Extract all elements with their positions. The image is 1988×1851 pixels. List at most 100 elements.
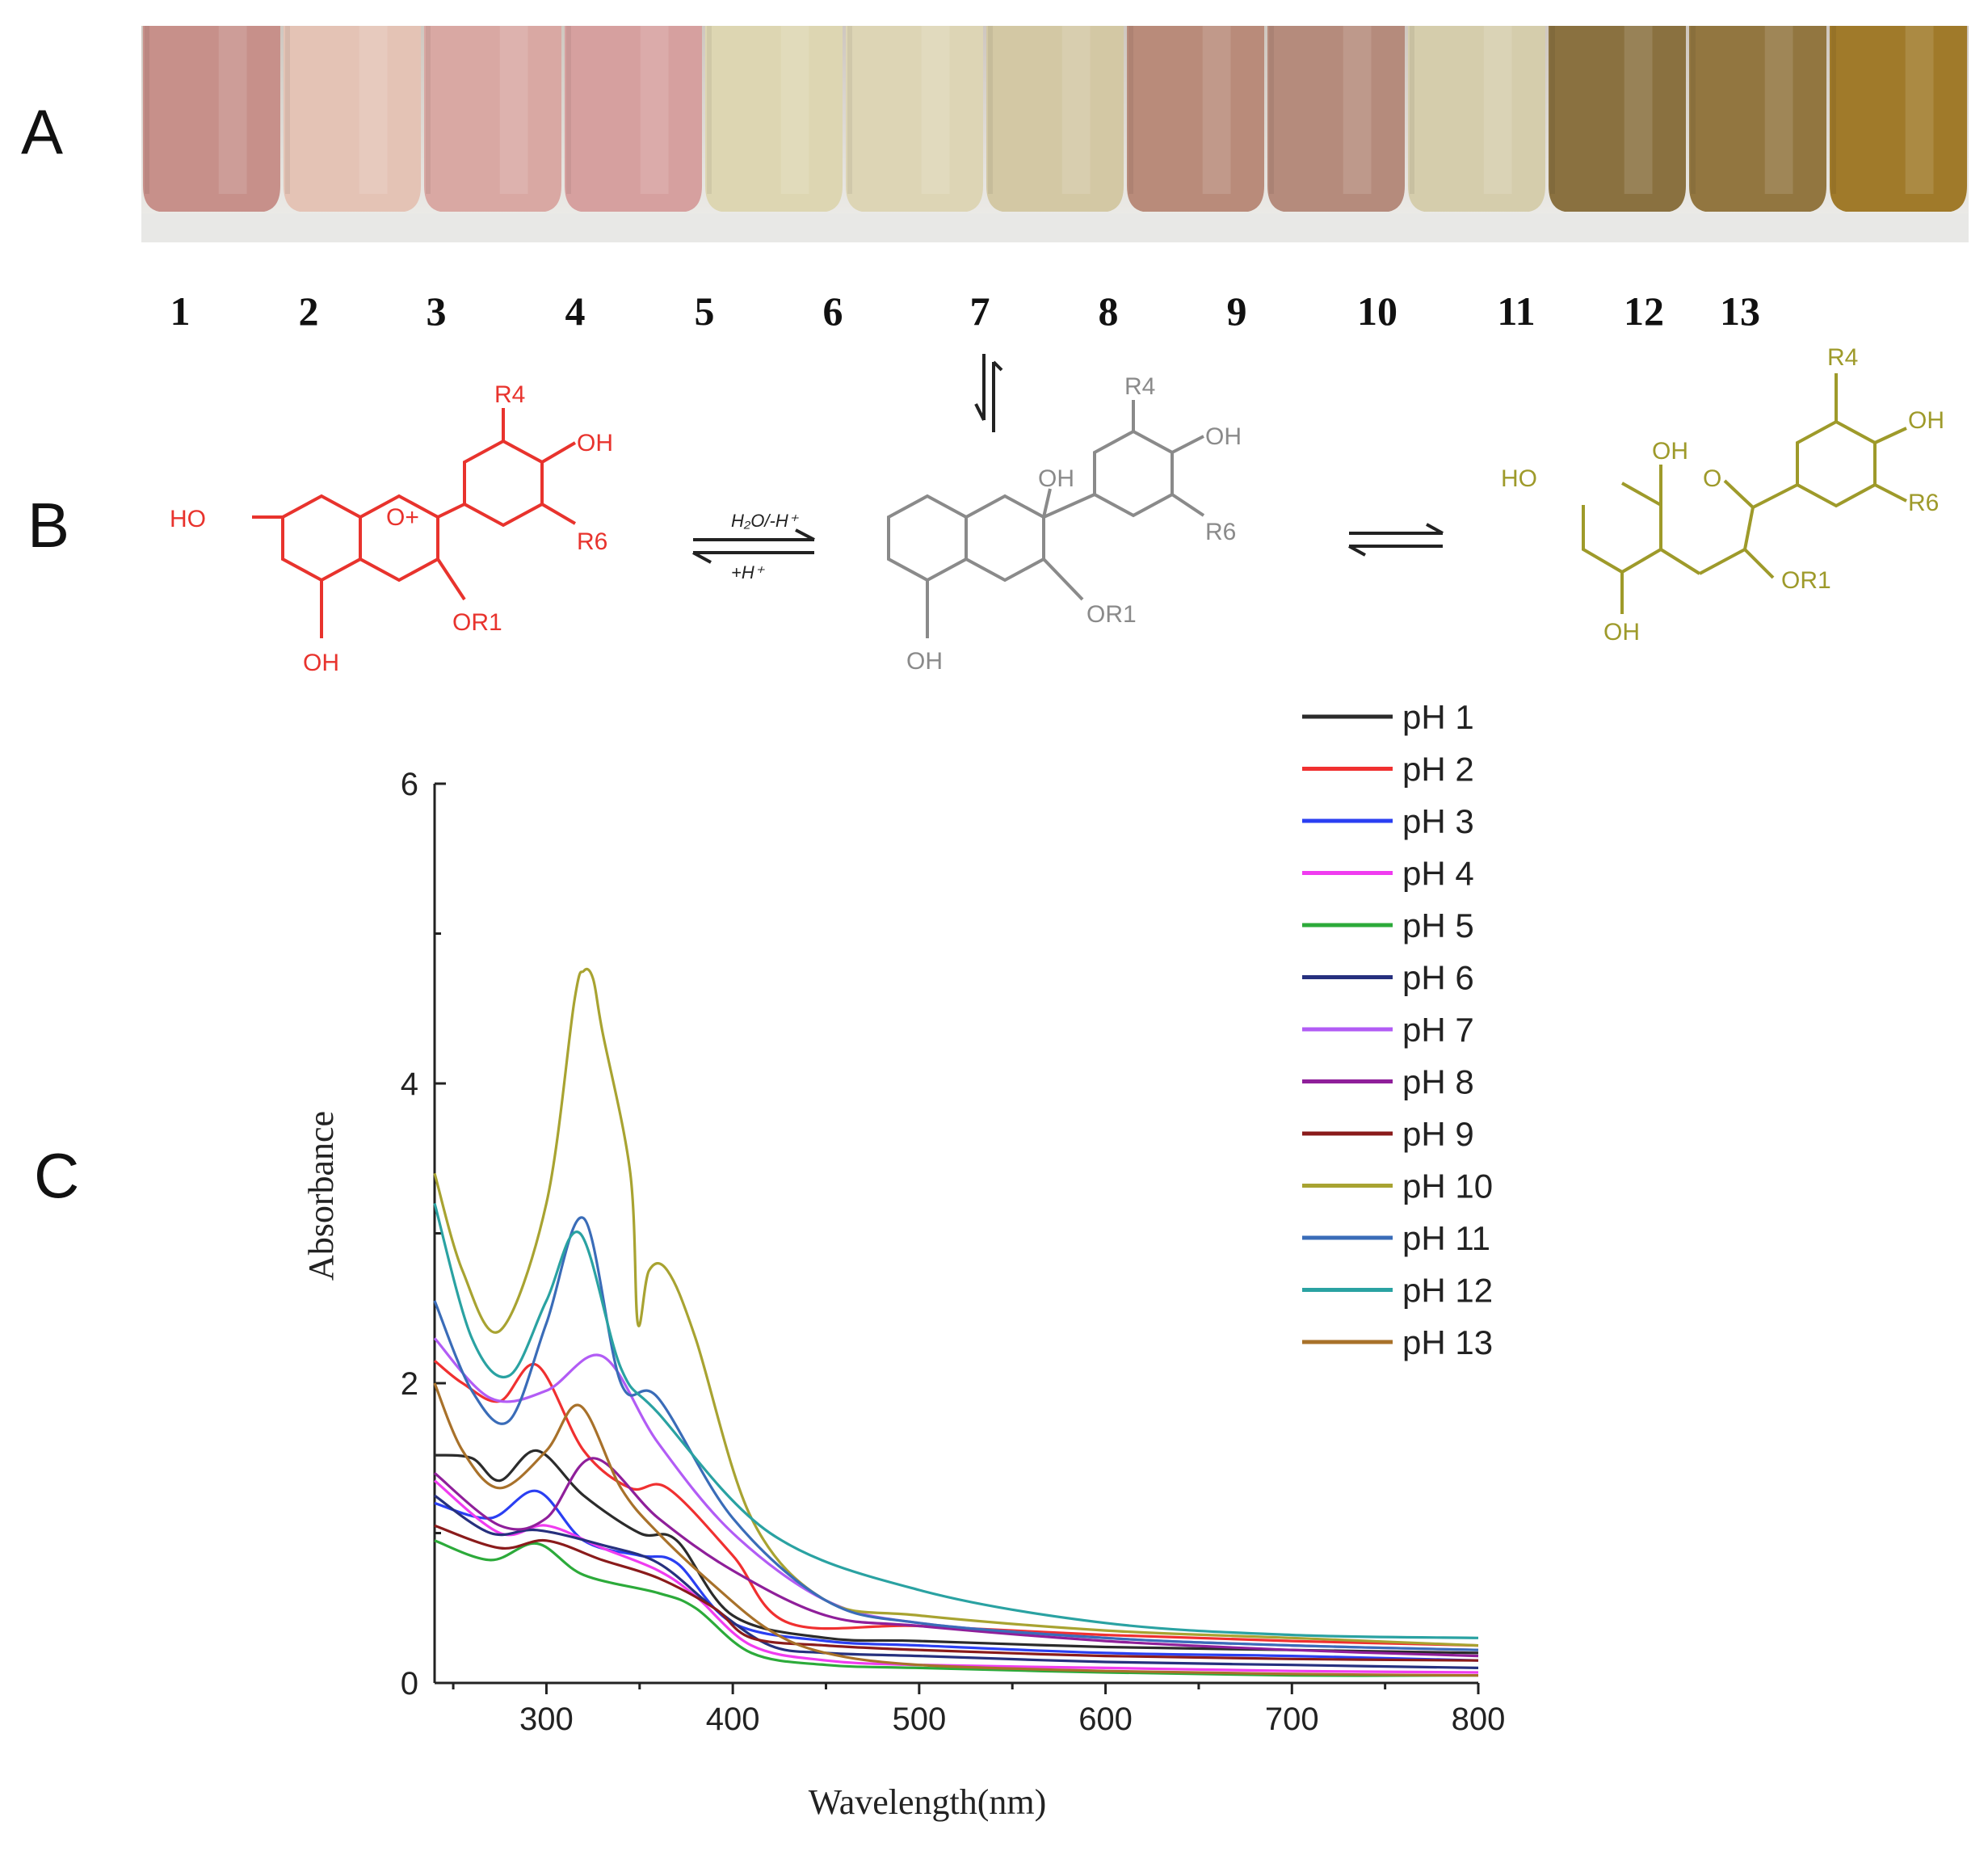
y-axis-title: Absorbance	[301, 1111, 341, 1281]
flavylium-ring-a	[281, 494, 362, 583]
tube	[1830, 26, 1967, 212]
series-line-ph-2	[433, 1359, 1479, 1647]
tube-number: 11	[1497, 288, 1536, 334]
series-line-ph-5	[434, 1539, 1479, 1677]
flav-oh-top: OH	[577, 430, 613, 456]
tube-number: 1	[170, 288, 191, 334]
tube-photo	[141, 26, 1969, 242]
chalcone-structure	[1582, 373, 1907, 614]
series-line-ph-7	[433, 1337, 1479, 1651]
panel-label-b: B	[27, 490, 70, 561]
chal-o: O	[1703, 465, 1721, 492]
series-line-ph-9	[434, 1524, 1479, 1662]
tube	[705, 26, 843, 212]
series-line-ph-6	[434, 1494, 1479, 1669]
chal-r6: R6	[1908, 490, 1939, 516]
series-line-ph-11	[433, 1216, 1479, 1651]
carb-oh-bottom: OH	[906, 648, 943, 675]
tube	[986, 26, 1124, 212]
flavylium-ring-b	[463, 439, 544, 528]
chal-oh-right: OH	[1908, 407, 1944, 434]
legend-label-ph-13: pH 13	[1402, 1323, 1493, 1361]
x-tick-label: 300	[519, 1702, 574, 1737]
x-tick-label: 700	[1265, 1702, 1319, 1737]
legend-label-ph-4: pH 4	[1402, 855, 1474, 893]
chemical-scheme: R4 OH HO O+ R6 OR1 OH H₂O/-H⁺ +H⁺	[170, 344, 1944, 676]
legend-label-ph-1: pH 1	[1402, 698, 1474, 736]
flav-r6: R6	[577, 528, 607, 555]
flav-or1: OR1	[452, 609, 502, 636]
carb-or1: OR1	[1086, 601, 1137, 628]
series-line-ph-12	[433, 1202, 1479, 1639]
tube-number: 13	[1720, 288, 1760, 334]
plot-axes: 0 2 4 6 300 400 500 600 700 800	[401, 767, 1506, 1737]
tube	[1549, 26, 1686, 212]
tube-number: 10	[1357, 288, 1397, 334]
x-tick-label: 400	[706, 1702, 760, 1737]
legend-label-ph-8: pH 8	[1402, 1063, 1474, 1101]
flav-oh-bottom: OH	[303, 650, 339, 676]
tube	[143, 26, 280, 212]
x-tick-label: 500	[892, 1702, 946, 1737]
legend-label-ph-5: pH 5	[1402, 907, 1474, 944]
tube-number: 6	[822, 288, 843, 334]
chalcone-labels: R4 OH OH HO O R6 OR1 OH	[1501, 344, 1944, 646]
tube	[424, 26, 561, 212]
x-axis-title: Wavelength(nm)	[809, 1782, 1047, 1822]
carb-r6: R6	[1205, 519, 1236, 545]
carbinol-labels: R4 OH OH R6 OR1 OH	[906, 373, 1242, 675]
carb-r4: R4	[1124, 373, 1155, 400]
series-line-ph-4	[433, 1479, 1479, 1674]
series-line-ph-3	[434, 1489, 1479, 1662]
legend-label-ph-12: pH 12	[1402, 1272, 1493, 1310]
series-line-ph-10	[433, 967, 1479, 1647]
spectra-lines	[433, 967, 1479, 1677]
legend-label-ph-7: pH 7	[1402, 1011, 1474, 1049]
flav-r4: R4	[494, 381, 525, 408]
x-tick-label: 600	[1078, 1702, 1133, 1737]
flavylium-structure	[252, 408, 577, 638]
legend-label-ph-10: pH 10	[1402, 1167, 1493, 1205]
series-line-ph-13	[433, 1382, 1479, 1677]
equilibrium-arrow-vertical	[974, 354, 1003, 432]
series-line-ph-1	[434, 1449, 1479, 1655]
arrow-label-bottom: +H⁺	[731, 562, 766, 583]
panel-label-c: C	[34, 1140, 80, 1211]
chal-ho: HO	[1501, 465, 1537, 492]
carb-oh-mid: OH	[1038, 465, 1074, 492]
series-line-ph-8	[433, 1457, 1479, 1658]
tube-number: 8	[1098, 288, 1119, 334]
arrow-label-top: H₂O/-H⁺	[731, 511, 800, 531]
panel-label-a: A	[21, 96, 64, 167]
chal-oh-bottom: OH	[1603, 619, 1640, 646]
tube	[284, 26, 421, 212]
legend-label-ph-2: pH 2	[1402, 751, 1474, 789]
equilibrium-arrow-1	[692, 528, 815, 564]
tube-number: 12	[1624, 288, 1664, 334]
y-tick-label: 2	[401, 1366, 418, 1402]
x-tick-label: 800	[1452, 1702, 1506, 1737]
tube	[1127, 26, 1264, 212]
legend: pH 1 pH 2 pH 3 pH 4 pH 5 pH 6 pH 7 pH 8 pH 9 pH 1…	[1302, 698, 1493, 1361]
chal-oh-top: OH	[1652, 438, 1688, 465]
legend-label-ph-3: pH 3	[1402, 802, 1474, 840]
legend-label-ph-6: pH 6	[1402, 959, 1474, 997]
tube-number: 9	[1226, 288, 1247, 334]
tube-number: 7	[969, 288, 990, 334]
equilibrium-arrow-2	[1348, 523, 1444, 557]
flav-o-plus: O+	[386, 504, 419, 531]
tube	[1689, 26, 1826, 212]
flav-ho: HO	[170, 506, 206, 532]
tube-number: 4	[565, 288, 586, 334]
tube	[846, 26, 983, 212]
tube	[1408, 26, 1545, 212]
chal-r4: R4	[1827, 344, 1858, 371]
chal-or1: OR1	[1781, 567, 1831, 594]
legend-label-ph-9: pH 9	[1402, 1115, 1474, 1153]
tube	[565, 26, 702, 212]
y-tick-label: 0	[401, 1666, 418, 1702]
legend-label-ph-11: pH 11	[1402, 1219, 1490, 1257]
tube-number: 5	[694, 288, 715, 334]
